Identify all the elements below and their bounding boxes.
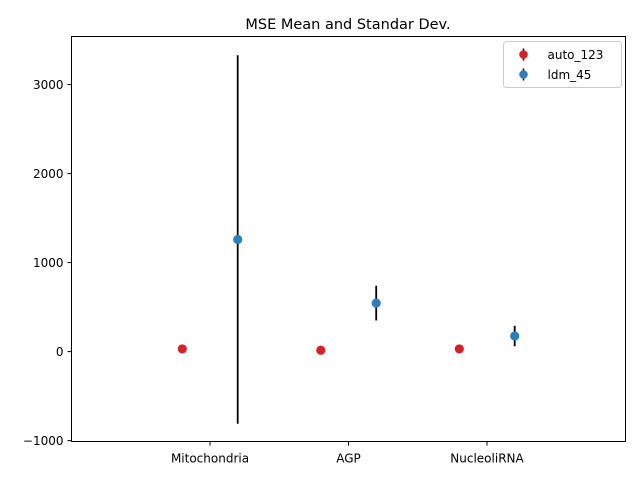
- series-ldm_45: [233, 55, 520, 424]
- data-point: [454, 344, 464, 354]
- x-tick-label: NucleoliRNA: [450, 452, 524, 466]
- legend-label: auto_123: [548, 48, 604, 62]
- data-point: [371, 298, 381, 308]
- x-axis: Mitochondria AGP NucleoliRNA: [171, 441, 525, 466]
- series-auto_123: [177, 344, 464, 355]
- y-tick-label: 3000: [33, 78, 64, 92]
- legend-marker: [519, 70, 528, 79]
- legend-label: ldm_45: [548, 68, 592, 82]
- y-tick-label: 1000: [33, 256, 64, 270]
- plot-area: [177, 55, 520, 424]
- legend: auto_123 ldm_45: [503, 41, 622, 88]
- data-point: [316, 345, 326, 355]
- data-point: [177, 344, 187, 354]
- data-point: [233, 234, 243, 245]
- x-tick-label: AGP: [336, 452, 361, 466]
- x-tick-label: Mitochondria: [171, 452, 249, 466]
- legend-frame: [503, 41, 622, 88]
- plot-frame: [71, 36, 626, 442]
- chart-title: MSE Mean and Standar Dev.: [245, 17, 450, 33]
- y-axis: −1000 0 1000 2000 3000: [23, 78, 72, 448]
- y-tick-label: 2000: [33, 167, 64, 181]
- y-tick-label: 0: [56, 345, 64, 359]
- data-point: [510, 331, 520, 341]
- y-tick-label: −1000: [23, 434, 64, 448]
- legend-marker: [519, 50, 528, 59]
